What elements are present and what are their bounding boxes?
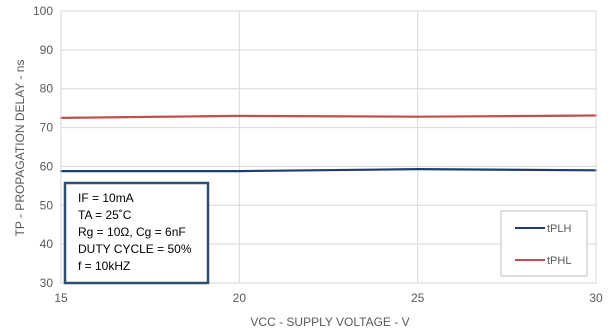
y-tick-label: 60 [40, 159, 54, 173]
legend-label-tplh: tPLH [547, 223, 572, 235]
legend-frame [500, 210, 588, 277]
condition-rg-cg: Rg = 10Ω, Cg = 6nF [78, 225, 186, 239]
series-line-tphl [59, 114, 598, 119]
y-axis-title: TP - PROPAGATION DELAY - ns [13, 60, 27, 237]
y-tick-label: 80 [40, 82, 54, 96]
test-conditions-border [63, 181, 210, 285]
legend: tPLH tPHL [500, 210, 588, 277]
x-tick-label: 20 [233, 291, 247, 305]
tick-labels: 30 40 50 60 70 80 90 100 15 20 25 30 [33, 4, 603, 305]
test-conditions-box: IF = 10mA TA = 25˚C Rg = 10Ω, Cg = 6nF D… [63, 181, 210, 285]
y-tick-label: 30 [40, 276, 54, 290]
series-line-tplh [59, 168, 598, 173]
condition-ta: TA = 25˚C [78, 208, 132, 222]
legend-label-tphl: tPHL [547, 255, 571, 267]
x-tick-label: 30 [589, 291, 603, 305]
y-tick-label: 100 [33, 4, 53, 18]
x-axis-title: VCC - SUPPLY VOLTAGE - V [250, 315, 409, 329]
condition-duty-cycle: DUTY CYCLE = 50% [78, 242, 192, 256]
y-tick-label: 40 [40, 237, 54, 251]
y-tick-label: 50 [40, 198, 54, 212]
plot-area-frame [60, 10, 597, 284]
y-tick-label: 90 [40, 43, 54, 57]
y-tick-label: 70 [40, 121, 54, 135]
condition-if: IF = 10mA [78, 191, 134, 205]
series-lines [59, 114, 598, 173]
condition-frequency: f = 10kHZ [78, 259, 130, 273]
x-tick-label: 15 [54, 291, 68, 305]
x-tick-label: 25 [411, 291, 425, 305]
